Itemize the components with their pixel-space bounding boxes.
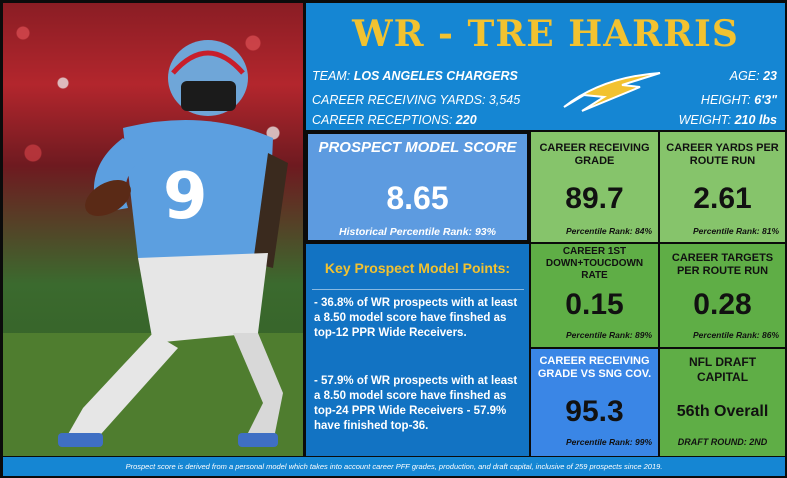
grade-vs-sng-label: CAREER RECEIVING GRADE vs SNG COV.: [537, 355, 652, 380]
grade-vs-sng-panel: CAREER RECEIVING GRADE vs SNG COV. 95.3 …: [531, 349, 658, 456]
receiving-yards-line: CAREER RECEIVING YARDS: 3,545: [312, 93, 520, 107]
header-panel: WR - TRE HARRIS TEAM: LOS ANGELES CHARGE…: [306, 3, 785, 130]
career-receiving-grade-rank: Percentile Rank: 84%: [566, 226, 652, 236]
career-receiving-grade-label: CAREER RECEIVING GRADE: [539, 142, 650, 167]
targets-per-route-rank: Percentile Rank: 86%: [693, 330, 779, 340]
height-line: HEIGHT: 6'3": [701, 93, 777, 107]
team-line: TEAM: LOS ANGELES CHARGERS: [312, 69, 518, 83]
prospect-model-label: PROSPECT MODEL SCORE: [318, 139, 517, 156]
player-photo: 9: [3, 3, 303, 456]
prospect-model-score: 8.65: [386, 180, 449, 216]
age-label: AGE:: [729, 69, 760, 83]
player-figure: 9: [58, 40, 288, 447]
age-value: 23: [763, 69, 777, 83]
key-point-2: - 57.9% of WR prospects with at least a …: [314, 375, 518, 432]
receptions-label: CAREER RECEPTIONS:: [312, 113, 453, 127]
prospect-model-score-panel: PROSPECT MODEL SCORE 8.65 Historical Per…: [306, 132, 529, 242]
yards-per-route-label: CAREER YARDS PER ROUTE RUN: [666, 142, 779, 167]
draft-capital-value: 56th Overall: [676, 403, 769, 420]
chargers-bolt-logo: [563, 72, 661, 112]
key-points-panel: Key Prospect Model Points: - 36.8% of WR…: [306, 244, 529, 456]
draft-round: DRAFT ROUND: 2ND: [677, 437, 768, 447]
footer-note: Prospect score is derived from a persona…: [3, 457, 785, 476]
receptions-line: CAREER RECEPTIONS: 220: [312, 113, 477, 127]
yards-per-route-rank: Percentile Rank: 81%: [693, 226, 779, 236]
key-points-heading: Key Prospect Model Points:: [324, 260, 511, 276]
weight-label: WEIGHT:: [678, 113, 732, 127]
receptions-value: 220: [455, 113, 477, 127]
key-points-divider: [312, 289, 524, 290]
jersey-number: 9: [163, 160, 208, 234]
targets-per-route-panel: CAREER TARGETS PER ROUTE RUN 0.28 Percen…: [660, 244, 785, 347]
yards-per-route-value: 2.61: [693, 182, 752, 215]
height-value: 6'3": [754, 93, 777, 107]
height-label: HEIGHT:: [700, 93, 751, 107]
first-down-td-rate-label: CAREER 1ST DOWN+TOUCDOWN RATE: [545, 246, 644, 281]
career-receiving-grade-panel: CAREER RECEIVING GRADE 89.7 Percentile R…: [531, 132, 658, 242]
targets-per-route-value: 0.28: [693, 288, 752, 321]
draft-capital-label: NFL DRAFT CAPITAL: [688, 355, 757, 384]
historical-percentile-rank: Historical Percentile Rank: 93%: [339, 226, 496, 238]
weight-line: WEIGHT: 210 lbs: [679, 113, 777, 127]
first-down-td-rate-value: 0.15: [565, 288, 624, 321]
receiving-yards-label: CAREER RECEIVING YARDS:: [312, 93, 486, 107]
yards-per-route-panel: CAREER YARDS PER ROUTE RUN 2.61 Percenti…: [660, 132, 785, 242]
team-label: TEAM:: [312, 69, 351, 83]
team-value: LOS ANGELES CHARGERS: [353, 69, 518, 83]
grade-vs-sng-rank: Percentile Rank: 99%: [566, 437, 652, 447]
draft-capital-panel: NFL DRAFT CAPITAL 56th Overall DRAFT ROU…: [660, 349, 785, 456]
first-down-td-rate-panel: CAREER 1ST DOWN+TOUCDOWN RATE 0.15 Perce…: [531, 244, 658, 347]
receiving-yards-value: 3,545: [488, 93, 521, 107]
page-title: WR - TRE HARRIS: [352, 13, 739, 55]
career-receiving-grade-value: 89.7: [565, 182, 624, 215]
first-down-td-rate-rank: Percentile Rank: 89%: [566, 330, 652, 340]
targets-per-route-label: CAREER TARGETS PER ROUTE RUN: [671, 252, 774, 277]
grade-vs-sng-value: 95.3: [565, 395, 624, 428]
age-line: AGE: 23: [730, 69, 777, 83]
weight-value: 210 lbs: [734, 113, 777, 127]
key-point-1: - 36.8% of WR prospects with at least a …: [314, 297, 518, 339]
